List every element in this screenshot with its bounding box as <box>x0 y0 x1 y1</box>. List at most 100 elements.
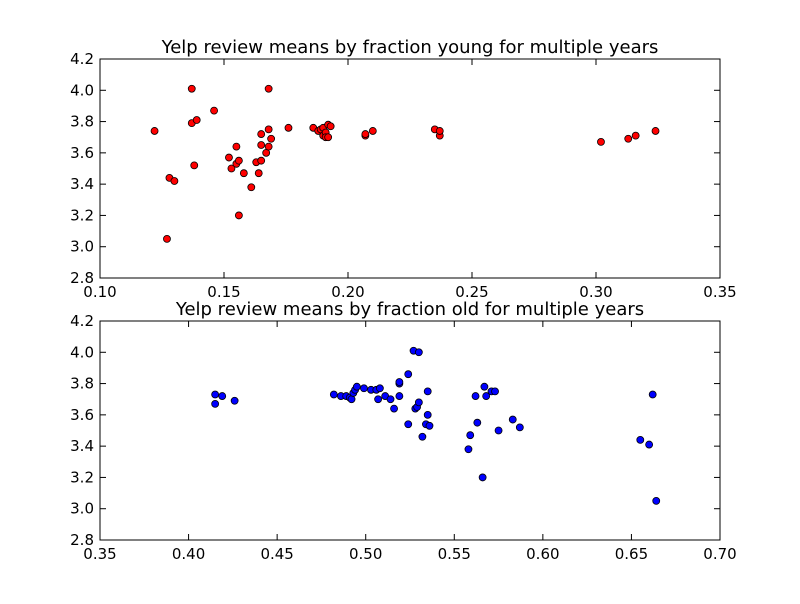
data-point-old <box>473 418 482 427</box>
x-tick-label: 0.70 <box>703 545 736 563</box>
x-tick-label: 0.50 <box>349 545 382 563</box>
y-tick-label: 2.8 <box>70 269 94 287</box>
data-point-young <box>247 183 256 192</box>
data-point-young <box>227 164 236 173</box>
data-point-old <box>230 396 239 405</box>
data-point-old <box>352 382 361 391</box>
x-tick-label: 0.60 <box>526 545 559 563</box>
data-point-young <box>267 134 276 143</box>
data-point-young <box>257 156 266 165</box>
y-tick-label: 3.8 <box>70 113 94 131</box>
data-point-old <box>329 390 338 399</box>
data-point-young <box>225 153 233 162</box>
x-tick-label: 0.10 <box>83 283 116 301</box>
x-tick-label: 0.45 <box>260 545 293 563</box>
data-point-young <box>239 169 248 178</box>
data-point-old <box>423 387 432 396</box>
data-point-old <box>466 431 475 440</box>
data-point-old <box>395 378 404 386</box>
x-tick-label: 0.40 <box>172 545 205 563</box>
plot-frame-old <box>99 320 721 541</box>
data-point-old <box>375 384 384 393</box>
data-point-old <box>395 392 404 400</box>
data-point-old <box>480 382 489 391</box>
data-point-old <box>404 420 413 429</box>
data-point-young <box>631 131 640 140</box>
data-point-young <box>368 127 377 135</box>
data-point-old <box>425 421 434 430</box>
data-point-young <box>254 169 263 178</box>
y-tick-label: 3.0 <box>70 238 94 256</box>
data-point-old <box>645 440 654 449</box>
y-tick-label: 3.2 <box>70 206 94 224</box>
x-tick-label: 0.15 <box>207 283 240 301</box>
x-tick-label: 0.30 <box>579 283 612 301</box>
y-tick-label: 3.6 <box>70 144 94 162</box>
y-tick-label: 2.8 <box>70 531 94 549</box>
data-point-young <box>624 134 633 143</box>
data-point-old <box>478 473 487 482</box>
y-tick-label: 3.0 <box>70 500 94 518</box>
data-point-old <box>218 392 227 400</box>
x-tick-label: 0.25 <box>455 283 488 301</box>
data-point-old <box>390 404 398 413</box>
data-point-young <box>435 127 444 135</box>
data-point-old <box>386 395 395 404</box>
data-point-old <box>414 398 423 407</box>
y-tick-label: 4.0 <box>70 81 94 99</box>
data-point-young <box>232 142 241 151</box>
data-point-old <box>211 390 220 399</box>
data-point-young <box>264 84 273 93</box>
x-tick-label: 0.35 <box>703 283 736 301</box>
data-point-young <box>163 234 171 243</box>
x-tick-label: 0.55 <box>438 545 471 563</box>
data-point-young <box>210 106 218 115</box>
data-point-young <box>651 127 660 135</box>
data-point-old <box>211 400 220 408</box>
data-point-young <box>170 177 179 185</box>
data-point-old <box>360 384 368 393</box>
x-tick-label: 0.65 <box>615 545 648 563</box>
y-tick-label: 3.6 <box>70 406 94 424</box>
chart-title-old: Yelp review means by fraction old for mu… <box>175 299 644 320</box>
data-point-young <box>150 127 159 135</box>
x-tick-label: 0.35 <box>83 545 116 563</box>
data-point-old <box>491 387 499 396</box>
y-tick-label: 4.2 <box>70 312 94 330</box>
data-point-young <box>264 142 273 151</box>
data-point-young <box>190 161 199 170</box>
data-point-old <box>494 426 503 435</box>
y-tick-label: 4.2 <box>70 50 94 68</box>
data-point-old <box>464 445 473 454</box>
data-point-young <box>361 130 370 138</box>
data-point-young <box>234 211 243 220</box>
y-tick-label: 4.0 <box>70 343 94 361</box>
data-point-young <box>257 130 266 138</box>
data-point-young <box>234 156 243 165</box>
y-tick-label: 3.4 <box>70 175 94 193</box>
data-point-young <box>257 141 266 149</box>
data-point-old <box>515 423 524 432</box>
data-point-young <box>326 122 335 131</box>
data-point-young <box>264 125 273 134</box>
y-tick-label: 3.2 <box>70 468 94 486</box>
data-point-old <box>508 415 517 424</box>
chart-old: Yelp review means by fraction old for mu… <box>70 299 737 563</box>
data-point-old <box>418 432 427 441</box>
data-point-old <box>471 392 480 400</box>
data-point-old <box>482 392 491 400</box>
data-point-old <box>374 395 383 404</box>
data-point-young <box>187 84 196 93</box>
data-point-old <box>648 390 657 399</box>
x-tick-label: 0.20 <box>331 283 364 301</box>
y-tick-label: 3.4 <box>70 437 94 455</box>
data-point-young <box>597 138 605 146</box>
data-point-young <box>192 116 201 124</box>
data-point-old <box>636 435 645 444</box>
data-point-old <box>423 410 432 419</box>
chart-title-young: Yelp review means by fraction young for … <box>161 37 659 58</box>
data-point-old <box>652 496 661 505</box>
plot-frame-young <box>99 58 721 279</box>
